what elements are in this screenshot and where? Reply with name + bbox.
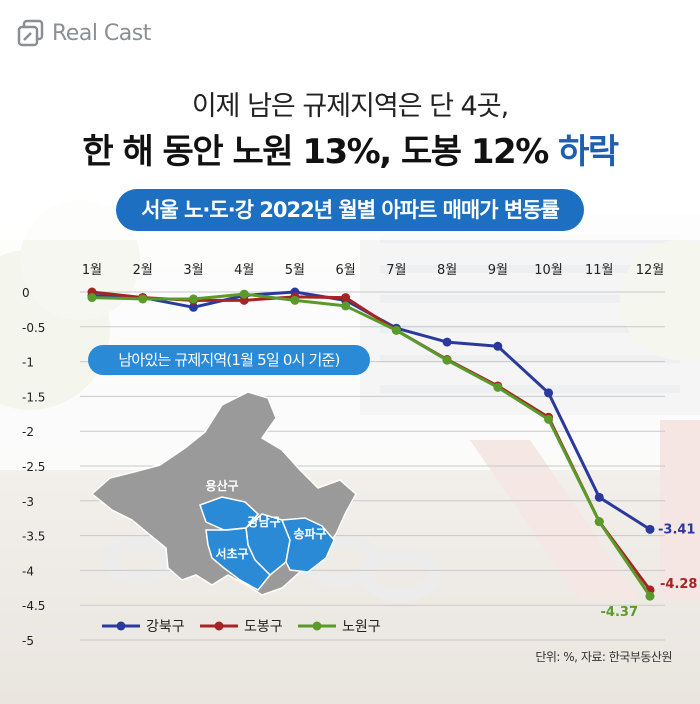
data-point	[188, 294, 198, 304]
y-tick-label: -3.5	[22, 530, 45, 544]
yongsan-district	[199, 496, 260, 531]
data-point	[493, 382, 503, 392]
y-tick-label: -1.5	[22, 390, 45, 404]
y-tick-label: -4.5	[22, 599, 45, 613]
seocho-district	[205, 527, 272, 591]
legend-label: 강북구	[146, 619, 185, 635]
y-tick-label: -0.5	[22, 321, 45, 335]
y-tick-label: -5	[22, 634, 34, 648]
legend-label: 노원구	[342, 619, 381, 635]
x-tick-label: 10월	[534, 263, 563, 278]
chart-subtitle: 서울 노·도·강 2022년 월별 아파트 매매가 변동률	[116, 189, 584, 231]
data-point	[544, 388, 554, 398]
data-point	[594, 492, 604, 502]
x-tick-label: 9월	[488, 263, 508, 278]
data-point	[645, 591, 655, 601]
headline-line2: 한 해 동안 노원 13%, 도봉 12% 하락	[0, 124, 700, 173]
y-tick-label: 0	[22, 286, 30, 300]
x-tick-label: 11월	[585, 263, 614, 278]
end-value-label: -3.41	[658, 522, 695, 537]
x-tick-label: 2월	[133, 263, 153, 278]
headline-highlight: 하락	[558, 132, 619, 172]
data-point	[341, 293, 351, 303]
y-tick-label: -1	[22, 356, 34, 370]
data-point	[442, 337, 452, 347]
x-tick-label: 4월	[234, 263, 254, 278]
x-tick-label: 7월	[386, 263, 406, 278]
seoul-map: 용산구 강남구 송파구 서초구	[90, 391, 357, 596]
legend: 강북구 도봉구 노원구	[102, 619, 381, 635]
y-tick-label: -2.5	[22, 460, 45, 474]
songpa-district	[280, 517, 335, 573]
series-line-2	[91, 292, 652, 597]
x-tick-label: 8월	[437, 263, 457, 278]
data-point	[290, 295, 300, 305]
legend-label: 도봉구	[244, 619, 283, 635]
brand-icon	[17, 19, 44, 47]
source-note: 단위: %, 자료: 한국부동산원	[535, 650, 672, 664]
x-tick-label: 3월	[183, 263, 203, 278]
data-point	[239, 295, 249, 305]
headline-line1: 이제 남은 규제지역은 단 4곳,	[191, 91, 509, 122]
data-point	[188, 302, 198, 312]
headline-main: 한 해 동안 노원 13%, 도봉 12%	[82, 132, 559, 172]
data-point	[87, 293, 97, 303]
map-label-yongsan: 용산구	[205, 478, 238, 493]
data-point	[391, 325, 401, 335]
legend-marker	[214, 621, 224, 631]
data-point	[645, 524, 655, 534]
y-tick-label: -2	[22, 425, 34, 439]
series: -3.41 -4.28 -4.37	[87, 287, 697, 620]
x-tick-label: 6월	[336, 263, 356, 278]
map-label-seocho: 서초구	[215, 546, 248, 561]
x-tick-label: 5월	[285, 263, 305, 278]
map-title: 남아있는 규제지역(1월 5일 0시 기준)	[88, 345, 370, 375]
brand-name: Real Cast	[52, 20, 151, 46]
data-point	[594, 517, 604, 527]
x-tick-label: 1월	[82, 263, 102, 278]
data-point	[341, 301, 351, 311]
data-point	[239, 289, 249, 299]
data-point	[138, 294, 148, 304]
map-label-songpa: 송파구	[293, 526, 326, 541]
brand-logo: Real Cast	[16, 18, 151, 48]
axes: 0 -0.5 -1 -1.5 -2 -2.5 -3 -3.5 -4 -4.5 -5 1월 2월 3월 4월 5…	[22, 263, 664, 648]
y-tick-label: -3	[22, 495, 34, 509]
end-value-label: -4.28	[660, 577, 697, 592]
data-point	[544, 414, 554, 424]
legend-marker	[116, 621, 126, 631]
map-label-gangnam: 강남구	[247, 514, 280, 529]
y-tick-label: -4	[22, 564, 34, 578]
end-value-label: -4.37	[601, 605, 638, 620]
x-tick-label: 12월	[636, 263, 665, 278]
legend-marker	[312, 621, 322, 631]
data-point	[493, 341, 503, 351]
data-point	[442, 355, 452, 365]
